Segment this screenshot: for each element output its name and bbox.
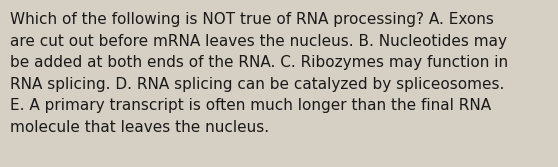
Text: Which of the following is NOT true of RNA processing? A. Exons
are cut out befor: Which of the following is NOT true of RN… <box>10 12 508 135</box>
